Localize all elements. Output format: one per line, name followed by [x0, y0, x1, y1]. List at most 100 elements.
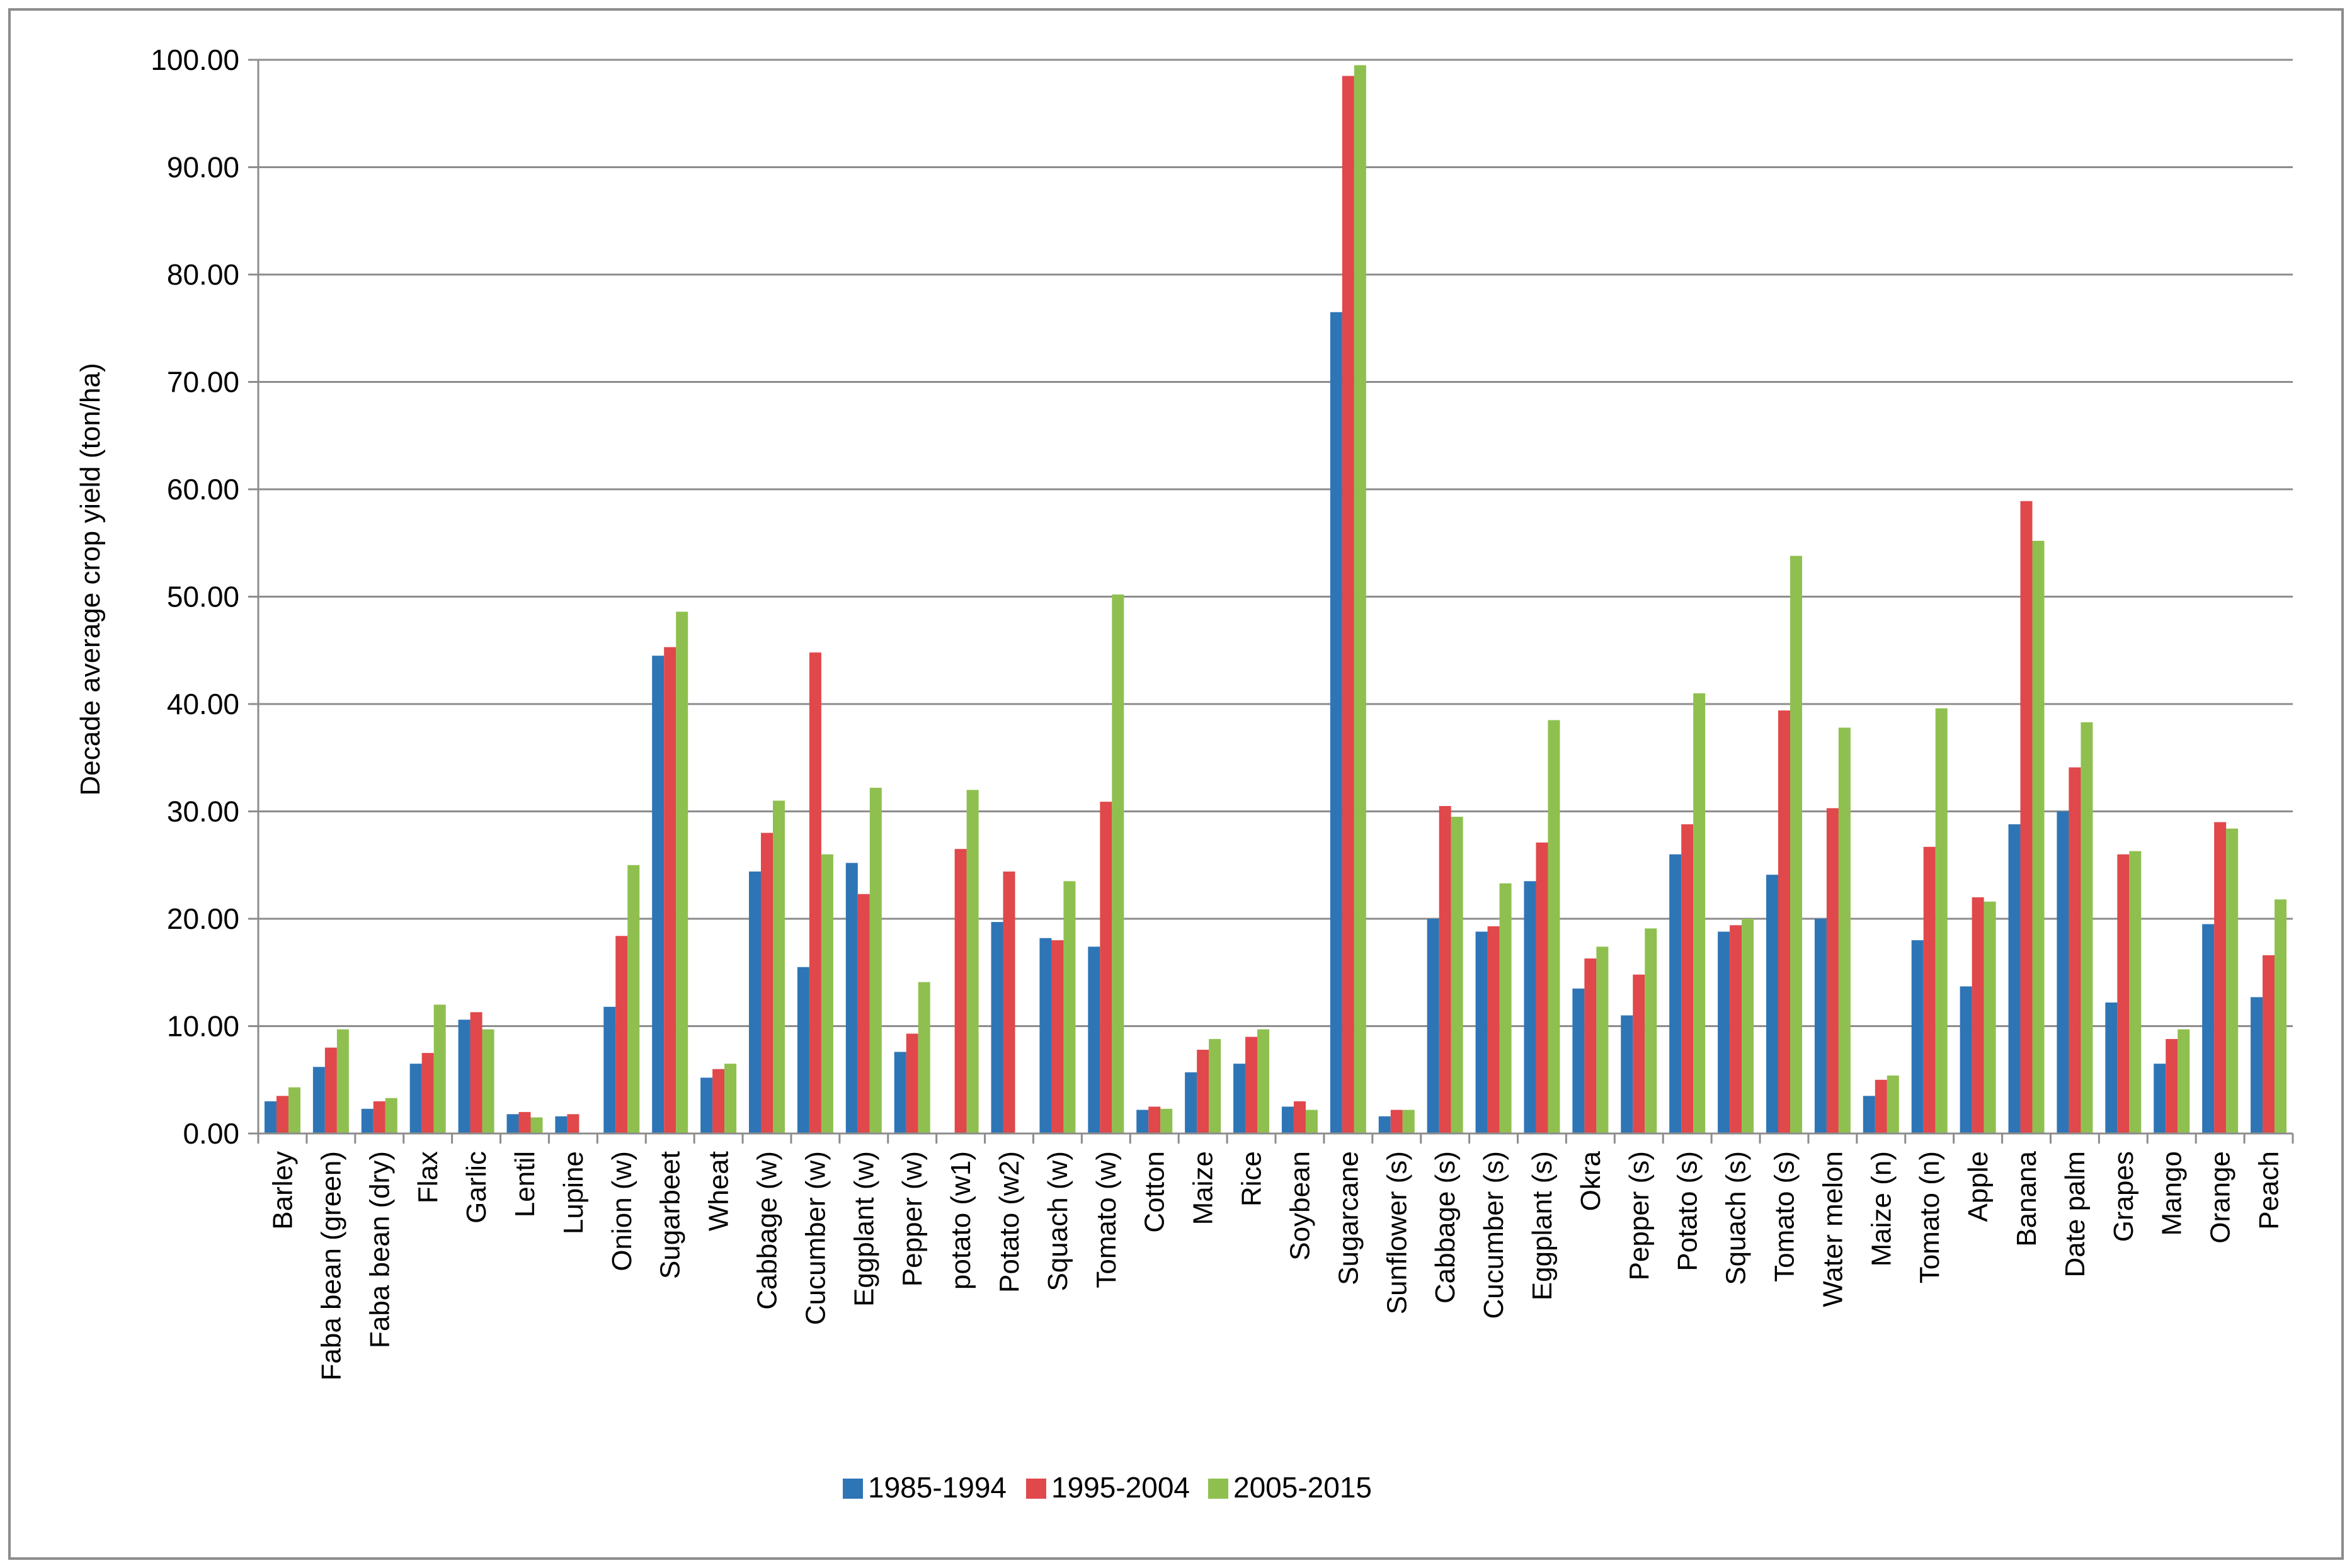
bar: [603, 1006, 616, 1133]
x-tick-label: Peach: [2254, 1151, 2285, 1230]
y-tick-label: 30.00: [167, 795, 239, 828]
bar: [1330, 312, 1342, 1133]
bar: [1293, 1101, 1306, 1133]
bar: [1342, 76, 1354, 1134]
x-tick-label: Flax: [413, 1151, 443, 1203]
bar: [336, 1029, 349, 1133]
bar: [1003, 871, 1015, 1133]
x-tick-label: Apple: [1963, 1151, 1994, 1222]
bar: [761, 832, 773, 1133]
bar: [2020, 501, 2033, 1133]
bar: [894, 1052, 906, 1133]
bar: [966, 790, 979, 1133]
bar: [1148, 1106, 1161, 1133]
bar: [1233, 1064, 1246, 1133]
bar: [906, 1033, 918, 1133]
legend-label: 1995-2004: [1051, 1471, 1190, 1504]
y-tick-label: 50.00: [167, 581, 239, 613]
bar: [1305, 1110, 1318, 1133]
x-tick-label: Squach (w): [1042, 1151, 1073, 1292]
bar: [1185, 1072, 1197, 1133]
bar: [1984, 901, 1996, 1133]
bar: [1063, 881, 1076, 1133]
bar: [421, 1053, 434, 1133]
bar: [567, 1114, 579, 1133]
bar: [627, 865, 640, 1133]
bar: [1838, 727, 1851, 1133]
bar: [1136, 1110, 1149, 1133]
x-tick-label: Onion (w): [607, 1151, 637, 1271]
legend-swatch: [1208, 1479, 1228, 1499]
y-tick-label: 100.00: [151, 43, 239, 76]
x-tick-label: potato (w1): [945, 1151, 976, 1290]
x-tick-label: Maize: [1188, 1151, 1219, 1225]
bar: [724, 1064, 737, 1133]
chart-border: [8, 8, 2344, 1560]
bar: [1524, 881, 1536, 1133]
bar: [409, 1064, 422, 1133]
bar: [361, 1108, 374, 1133]
bar: [530, 1117, 543, 1133]
bar: [1499, 883, 1512, 1133]
x-tick-label: Garlic: [461, 1151, 492, 1224]
bar: [2032, 540, 2045, 1133]
bar: [664, 647, 676, 1133]
x-tick-label: Sunflower (s): [1381, 1151, 1412, 1314]
x-tick-label: Squach (s): [1721, 1151, 1752, 1285]
bar: [773, 800, 785, 1133]
bar: [2069, 767, 2081, 1133]
bar: [518, 1111, 531, 1133]
bar: [1718, 931, 1730, 1133]
bar: [2202, 924, 2215, 1133]
bar: [1923, 846, 1936, 1133]
bar: [1681, 824, 1694, 1133]
bar: [918, 982, 930, 1133]
bar: [1439, 805, 1451, 1133]
bar: [652, 656, 665, 1133]
bar: [1257, 1029, 1270, 1133]
bar: [2154, 1064, 2166, 1133]
legend-label: 1985-1994: [868, 1471, 1007, 1504]
bar: [1039, 938, 1052, 1133]
bar: [1378, 1116, 1391, 1133]
bar: [615, 936, 628, 1133]
bar: [2251, 997, 2263, 1133]
bar: [1051, 940, 1064, 1133]
bar: [1621, 1015, 1633, 1133]
x-tick-label: Pepper (s): [1624, 1151, 1655, 1280]
bar: [470, 1012, 482, 1133]
y-tick-label: 80.00: [167, 258, 239, 291]
x-tick-label: Faba bean (green): [316, 1151, 346, 1380]
bar: [1935, 708, 1948, 1133]
y-tick-label: 40.00: [167, 688, 239, 720]
x-tick-label: Cucumber (w): [800, 1151, 831, 1325]
bar: [1160, 1108, 1173, 1133]
bar: [482, 1029, 494, 1133]
bar: [1826, 808, 1839, 1133]
bar: [2057, 811, 2069, 1133]
bar: [2178, 1029, 2190, 1133]
bar: [1730, 925, 1742, 1133]
x-tick-label: Cotton: [1139, 1151, 1170, 1233]
bar: [1197, 1050, 1209, 1133]
bar: [1972, 897, 1984, 1133]
bar: [1778, 710, 1790, 1133]
bar: [1863, 1096, 1875, 1133]
y-tick-label: 90.00: [167, 151, 239, 184]
x-tick-label: Rice: [1236, 1151, 1267, 1207]
legend-label: 2005-2015: [1233, 1471, 1372, 1504]
bar: [288, 1087, 300, 1133]
bar: [676, 611, 688, 1133]
x-tick-label: Barley: [267, 1151, 298, 1230]
bar: [712, 1069, 725, 1133]
x-tick-label: Grapes: [2108, 1151, 2139, 1242]
x-tick-labels: Barley Faba bean (green) Faba bean (dry) Fl…: [267, 1150, 2284, 1380]
x-tick-label: Eggplant (s): [1527, 1151, 1558, 1300]
bar: [1402, 1110, 1415, 1133]
bar: [1475, 931, 1488, 1133]
bar: [1911, 940, 1924, 1133]
bar: [2117, 854, 2130, 1133]
x-tick-label: Water melon: [1817, 1151, 1848, 1307]
